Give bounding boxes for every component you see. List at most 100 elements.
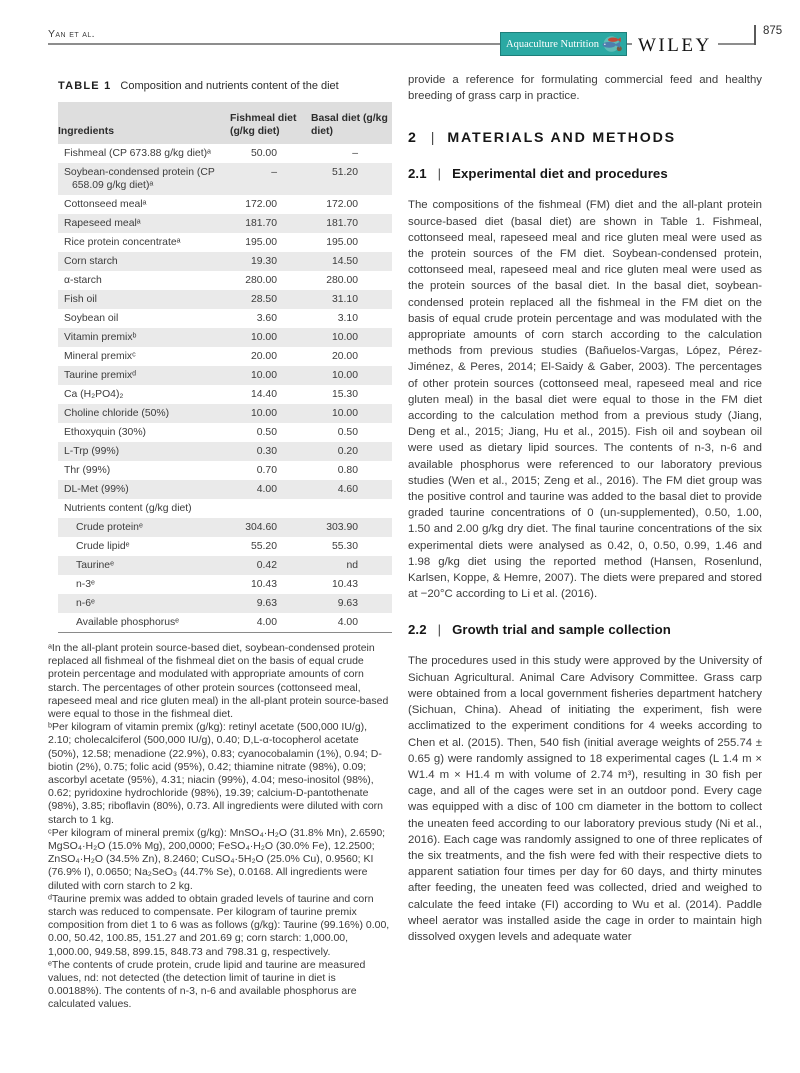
table-row: Taurine premixᵈ 10.00 10.00 bbox=[58, 366, 392, 385]
fishmeal-value-cell: 0.30 bbox=[256, 446, 277, 457]
basal-value-cell: 15.30 bbox=[331, 389, 358, 400]
ingredient-cell: Nutrients content (g/kg diet) bbox=[64, 503, 192, 514]
paragraph-growth-trial: The procedures used in this study were a… bbox=[408, 655, 762, 943]
fishmeal-value-cell: 10.43 bbox=[250, 579, 277, 590]
ingredient-cell: Available phosphorusᵉ bbox=[76, 617, 180, 628]
table-row: Cottonseed mealᵃ 172.00 172.00 bbox=[58, 195, 392, 214]
table-row: Fish oil 28.50 31.10 bbox=[58, 290, 392, 309]
basal-value-cell: 280.00 bbox=[326, 275, 358, 286]
column-header-basal-diet: Basal diet (g/kg diet) bbox=[311, 102, 392, 144]
table-row: n-6ᵉ 9.63 9.63 bbox=[58, 594, 392, 613]
fishmeal-value-cell: 14.40 bbox=[250, 389, 277, 400]
table-row: Fishmeal (CP 673.88 g/kg diet)ᵃ 50.00 – bbox=[58, 144, 392, 163]
table-row: Ethoxyquin (30%) 0.50 0.50 bbox=[58, 423, 392, 442]
table-caption-text: Composition and nutrients content of the… bbox=[120, 80, 339, 92]
table-row: α-starch 280.00 280.00 bbox=[58, 271, 392, 290]
basal-value-cell: 4.00 bbox=[337, 617, 358, 628]
section-title: MATERIALS AND METHODS bbox=[447, 130, 676, 147]
subsection-heading-experimental-diet: 2.1 | Experimental diet and procedures bbox=[408, 166, 762, 181]
fishmeal-value-cell: 4.00 bbox=[256, 484, 277, 495]
ingredient-cell: Soybean-condensed protein (CP 658.09 g/k… bbox=[64, 167, 215, 191]
subsection-number: 2.2 bbox=[408, 622, 427, 638]
fishmeal-value-cell: 195.00 bbox=[245, 237, 277, 248]
table-row: Crude lipidᵉ 55.20 55.30 bbox=[58, 537, 392, 556]
continued-paragraph: provide a reference for formulating comm… bbox=[408, 74, 762, 103]
fishmeal-value-cell: 4.00 bbox=[256, 617, 277, 628]
basal-value-cell: 10.43 bbox=[331, 579, 358, 590]
ingredient-cell: Ca (H₂PO4)₂ bbox=[64, 389, 124, 400]
basal-value-cell: nd bbox=[346, 560, 358, 571]
fishmeal-value-cell: 20.00 bbox=[250, 351, 277, 362]
table-label: TABLE 1 bbox=[58, 80, 112, 92]
basal-value-cell: 0.20 bbox=[337, 446, 358, 457]
footnote-a: ᵃIn the all-plant protein source-based d… bbox=[48, 642, 389, 721]
table-row: Rapeseed mealᵃ 181.70 181.70 bbox=[58, 214, 392, 233]
basal-value-cell: 14.50 bbox=[331, 256, 358, 267]
table-row: Available phosphorusᵉ 4.00 4.00 bbox=[58, 613, 392, 633]
table-header: Ingredients Fishmeal diet (g/kg diet) Ba… bbox=[58, 102, 392, 144]
fishmeal-value-cell: 304.60 bbox=[245, 522, 277, 533]
basal-value-cell: 3.10 bbox=[337, 313, 358, 324]
table-row: Thr (99%) 0.70 0.80 bbox=[58, 461, 392, 480]
footnote-b: ᵇPer kilogram of vitamin premix (g/kg): … bbox=[48, 721, 384, 826]
table-caption: TABLE 1 Composition and nutrients content… bbox=[58, 80, 392, 92]
ingredient-cell: Taurineᵉ bbox=[76, 560, 114, 571]
ingredient-cell: Soybean oil bbox=[64, 313, 119, 324]
fishmeal-value-cell: 0.70 bbox=[256, 465, 277, 476]
table-header-row: Ingredients Fishmeal diet (g/kg diet) Ba… bbox=[58, 102, 392, 144]
footnote-c: ᶜPer kilogram of mineral premix (g/kg): … bbox=[48, 826, 386, 892]
basal-value-cell: – bbox=[352, 148, 358, 159]
ingredient-cell: L-Trp (99%) bbox=[64, 446, 120, 457]
table-row: Ca (H₂PO4)₂ 14.40 15.30 bbox=[58, 385, 392, 404]
ingredient-cell: α-starch bbox=[64, 275, 102, 286]
column-header-fishmeal-diet: Fishmeal diet (g/kg diet) bbox=[230, 102, 311, 144]
heading-divider: | bbox=[437, 166, 442, 182]
basal-value-cell: 4.60 bbox=[337, 484, 358, 495]
column-header-ingredients: Ingredients bbox=[58, 102, 230, 144]
table-row: Soybean oil 3.60 3.10 bbox=[58, 309, 392, 328]
table-row: Corn starch 19.30 14.50 bbox=[58, 252, 392, 271]
fish-illustration-icon bbox=[602, 36, 622, 52]
ingredient-cell: Rapeseed mealᵃ bbox=[64, 218, 141, 229]
table-section-row: Nutrients content (g/kg diet) bbox=[58, 499, 392, 518]
ingredient-cell: Rice protein concentrateᵃ bbox=[64, 237, 181, 248]
basal-value-cell: 55.30 bbox=[331, 541, 358, 552]
right-column: provide a reference for formulating comm… bbox=[408, 70, 762, 1012]
ingredient-cell: Crude proteinᵉ bbox=[76, 522, 143, 533]
heading-divider: | bbox=[437, 622, 442, 638]
table-row: Choline chloride (50%) 10.00 10.00 bbox=[58, 404, 392, 423]
fishmeal-value-cell: 280.00 bbox=[245, 275, 277, 286]
table-footnotes: ᵃIn the all-plant protein source-based d… bbox=[48, 642, 392, 1012]
fishmeal-value-cell: 10.00 bbox=[250, 408, 277, 419]
basal-value-cell: 10.00 bbox=[331, 332, 358, 343]
fishmeal-value-cell: 0.42 bbox=[256, 560, 277, 571]
page-header: Yan et al. Aquaculture Nutrition WILEY 8… bbox=[48, 22, 782, 64]
header-rule bbox=[48, 43, 756, 45]
table-row: Rice protein concentrateᵃ 195.00 195.00 bbox=[58, 233, 392, 252]
diet-composition-table: Ingredients Fishmeal diet (g/kg diet) Ba… bbox=[58, 102, 392, 633]
basal-value-cell: 51.20 bbox=[331, 167, 358, 178]
ingredient-cell: Corn starch bbox=[64, 256, 118, 267]
basal-value-cell: 0.80 bbox=[337, 465, 358, 476]
table-row: n-3ᵉ 10.43 10.43 bbox=[58, 575, 392, 594]
fishmeal-value-cell: – bbox=[271, 167, 277, 178]
ingredient-cell: Cottonseed mealᵃ bbox=[64, 199, 147, 210]
basal-value-cell: 0.50 bbox=[337, 427, 358, 438]
ingredient-cell: n-6ᵉ bbox=[76, 598, 95, 609]
table-row: Taurineᵉ 0.42 nd bbox=[58, 556, 392, 575]
ingredient-cell: Vitamin premixᵇ bbox=[64, 332, 137, 343]
fishmeal-value-cell: 28.50 bbox=[250, 294, 277, 305]
journal-badge: Aquaculture Nutrition bbox=[500, 32, 627, 56]
ingredient-cell: n-3ᵉ bbox=[76, 579, 95, 590]
two-column-layout: TABLE 1 Composition and nutrients content… bbox=[48, 70, 780, 1012]
ingredient-cell: Taurine premixᵈ bbox=[64, 370, 137, 381]
fishmeal-value-cell: 10.00 bbox=[250, 370, 277, 381]
subsection-heading-growth-trial: 2.2 | Growth trial and sample collection bbox=[408, 622, 762, 637]
fishmeal-value-cell: 55.20 bbox=[250, 541, 277, 552]
fishmeal-value-cell: 9.63 bbox=[256, 598, 277, 609]
table-row: Crude proteinᵉ 304.60 303.90 bbox=[58, 518, 392, 537]
ingredient-cell: Mineral premixᶜ bbox=[64, 351, 136, 362]
fishmeal-value-cell: 10.00 bbox=[250, 332, 277, 343]
subsection-number: 2.1 bbox=[408, 166, 427, 182]
table-row: Soybean-condensed protein (CP 658.09 g/k… bbox=[58, 163, 392, 195]
